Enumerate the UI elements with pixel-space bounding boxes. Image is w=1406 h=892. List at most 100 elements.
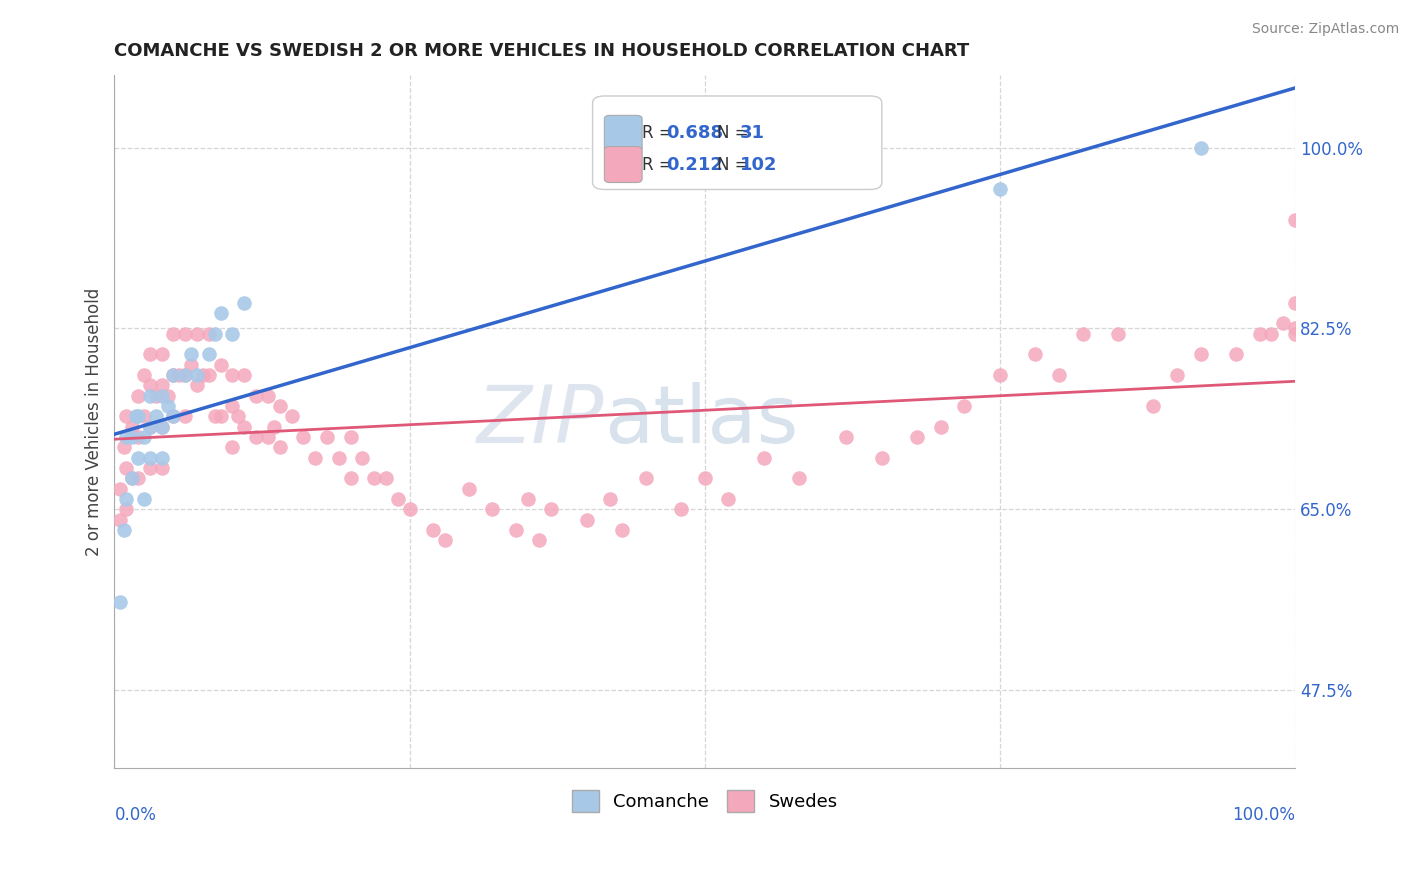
Text: R =: R = <box>643 124 678 143</box>
Point <box>269 440 291 454</box>
Point <box>174 368 197 382</box>
Point <box>204 326 226 341</box>
Point <box>339 471 361 485</box>
Point <box>929 419 952 434</box>
Point <box>127 450 149 465</box>
Point <box>139 347 162 361</box>
Point <box>121 471 143 485</box>
Point <box>115 461 138 475</box>
Point <box>228 409 250 424</box>
Point <box>870 450 893 465</box>
Point <box>110 513 132 527</box>
Y-axis label: 2 or more Vehicles in Household: 2 or more Vehicles in Household <box>86 287 103 556</box>
Point <box>221 399 243 413</box>
Point <box>988 182 1011 196</box>
Point <box>529 533 551 548</box>
Point <box>132 430 155 444</box>
Point <box>221 368 243 382</box>
Point <box>115 430 138 444</box>
Point <box>127 389 149 403</box>
Point <box>139 419 162 434</box>
Point <box>505 523 527 537</box>
Point <box>752 450 775 465</box>
Point <box>150 347 173 361</box>
Point <box>186 368 208 382</box>
Point <box>835 430 858 444</box>
Point <box>988 368 1011 382</box>
Point <box>1189 140 1212 154</box>
Point <box>162 326 184 341</box>
Point <box>174 368 197 382</box>
Text: 0.212: 0.212 <box>666 155 723 174</box>
Point <box>186 378 208 392</box>
Point <box>1166 368 1188 382</box>
Point <box>198 347 221 361</box>
Point <box>132 368 155 382</box>
Point <box>387 491 409 506</box>
Point <box>257 389 280 403</box>
Point <box>1107 326 1129 341</box>
Point <box>150 419 173 434</box>
Point <box>433 533 456 548</box>
Point <box>457 482 479 496</box>
Point <box>115 491 138 506</box>
Point <box>953 399 976 413</box>
Point <box>115 502 138 516</box>
Point <box>186 326 208 341</box>
Point <box>127 430 149 444</box>
Legend: Comanche, Swedes: Comanche, Swedes <box>562 780 846 821</box>
Point <box>352 450 374 465</box>
Point <box>693 471 716 485</box>
Point <box>145 389 167 403</box>
Point <box>1260 326 1282 341</box>
Point <box>422 523 444 537</box>
Point <box>180 347 202 361</box>
Point <box>1024 347 1046 361</box>
Point <box>132 409 155 424</box>
Point <box>363 471 385 485</box>
Point <box>150 378 173 392</box>
FancyBboxPatch shape <box>605 115 643 152</box>
Point <box>124 409 146 424</box>
Point <box>669 502 692 516</box>
Point <box>139 419 162 434</box>
FancyBboxPatch shape <box>605 146 643 183</box>
Point <box>121 419 143 434</box>
Point <box>139 461 162 475</box>
Point <box>610 523 633 537</box>
Point <box>245 430 267 444</box>
Point <box>127 409 149 424</box>
Point <box>204 409 226 424</box>
FancyBboxPatch shape <box>592 96 882 189</box>
Point <box>156 389 179 403</box>
Point <box>263 419 285 434</box>
Point <box>1272 316 1295 330</box>
Point <box>1071 326 1094 341</box>
Text: Source: ZipAtlas.com: Source: ZipAtlas.com <box>1251 22 1399 37</box>
Text: 102: 102 <box>740 155 778 174</box>
Point <box>121 471 143 485</box>
Point <box>162 409 184 424</box>
Point <box>398 502 420 516</box>
Point <box>174 326 197 341</box>
Text: 31: 31 <box>740 124 765 143</box>
Point <box>1284 326 1306 341</box>
Point <box>1225 347 1247 361</box>
Point <box>110 482 132 496</box>
Text: 100.0%: 100.0% <box>1232 805 1295 824</box>
Point <box>540 502 562 516</box>
Point <box>121 430 143 444</box>
Text: COMANCHE VS SWEDISH 2 OR MORE VEHICLES IN HOUSEHOLD CORRELATION CHART: COMANCHE VS SWEDISH 2 OR MORE VEHICLES I… <box>114 42 970 60</box>
Point <box>1047 368 1070 382</box>
Point <box>233 419 256 434</box>
Point <box>174 409 197 424</box>
Point <box>1142 399 1164 413</box>
Point <box>1189 347 1212 361</box>
Point <box>145 409 167 424</box>
Point <box>139 378 162 392</box>
Point <box>150 461 173 475</box>
Point <box>233 295 256 310</box>
Point <box>1249 326 1271 341</box>
Point <box>1284 321 1306 335</box>
Point <box>245 389 267 403</box>
